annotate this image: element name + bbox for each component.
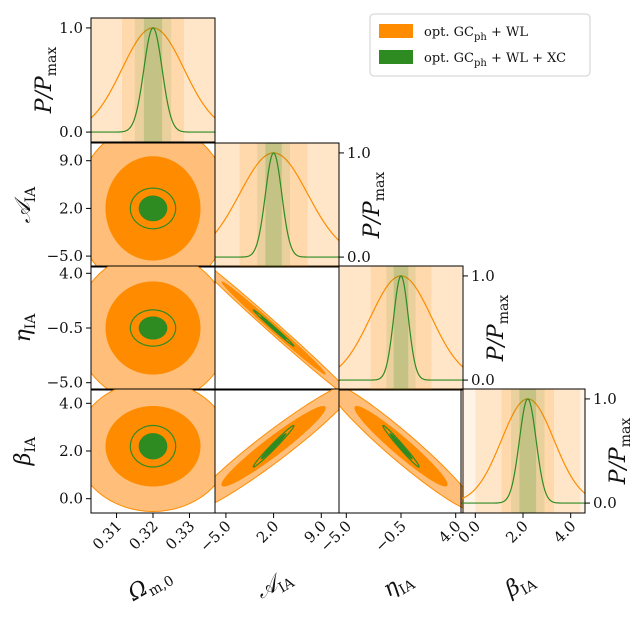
xtick-label-m-0-2: 0.33 [162, 517, 198, 553]
series-1-band-1sigma [265, 143, 282, 267]
xlabel-ia: βIA [500, 566, 540, 605]
contour-panel-ia-vs-ia [339, 389, 463, 509]
posterior-panel-ia [339, 266, 463, 390]
panel-frame [90, 17, 216, 143]
diag-ytick-label: 1.0 [593, 390, 617, 408]
diag-ytick-label: 0.0 [347, 248, 371, 266]
series-1-band-1sigma [519, 389, 537, 513]
series-1-2sigma-contour [252, 424, 295, 468]
legend-swatch-1 [379, 50, 413, 64]
contour-panel-ia-vs-ia [215, 269, 339, 390]
series-1-posterior-curve [339, 275, 463, 381]
series-1-2sigma-contour [252, 309, 295, 347]
posterior-panel-ia [461, 389, 585, 513]
contour-panel-ia-vs-m-0 [91, 266, 215, 390]
xtick-label-ia-1: 2.0 [502, 517, 532, 547]
diag-ytick-label: 0.0 [593, 494, 617, 512]
series-0-band-outer [461, 389, 585, 513]
panel-frame [214, 142, 340, 268]
xtick-label-m-0-0: 0.31 [89, 517, 125, 553]
series-0-band-2sigma [91, 18, 215, 142]
series-1-1sigma-contour [389, 433, 413, 460]
series-1-1sigma-contour [138, 316, 168, 340]
ylabel-ia: ηIA [11, 313, 39, 343]
series-0-band-1sigma [370, 266, 432, 390]
series-0-band-2sigma [340, 266, 462, 390]
diag-ytick-label: 0.0 [59, 123, 83, 141]
series-1-1sigma-contour [138, 195, 168, 222]
xtick-label-ia-2: 4.0 [550, 517, 580, 547]
series-1-band-2sigma [511, 389, 545, 513]
ylabel-ia: 𝒜IA [11, 186, 39, 223]
diag-ytick-label: 1.0 [347, 144, 371, 162]
series-1-1sigma-contour [260, 316, 287, 340]
contour-panel-ia-vs-m-0 [91, 143, 215, 267]
series-0-band-1sigma [122, 18, 184, 142]
diag-ylabel: P/Pmax [32, 47, 60, 115]
legend-swatch-0 [379, 24, 413, 38]
contour-panel-ia-vs-ia [215, 389, 339, 504]
series-1-1sigma-contour [260, 433, 287, 460]
series-1-1sigma-contour [138, 433, 168, 460]
series-1-band-2sigma [386, 266, 416, 390]
diag-ytick-label: 1.0 [59, 19, 83, 37]
xlabel-ia: ηIA [379, 566, 419, 605]
series-0-band-outer [339, 266, 463, 390]
diag-ylabel: P/Pmax [484, 295, 512, 363]
contour-panel-ia-vs-m-0 [91, 389, 215, 512]
xlabel-m-0: Ωm,0 [123, 562, 177, 609]
legend-label-1: opt. GCph + WL + XC [424, 51, 566, 69]
diag-ytick-label: 0.0 [471, 371, 495, 389]
legend: opt. GCph + WL opt. GCph + WL + XC [369, 13, 591, 77]
diag-ylabel: P/Pmax [606, 418, 634, 486]
series-1-posterior-curve [461, 398, 585, 504]
ytick-label-ia-1: 2.0 [59, 199, 83, 217]
series-1-2sigma-contour [129, 309, 177, 347]
xtick-label-ia-1: 2.0 [253, 517, 283, 547]
series-1-posterior-curve [215, 152, 339, 258]
series-1-band-1sigma [393, 266, 409, 390]
ytick-label-ia-0: −5.0 [47, 374, 83, 392]
series-0-band-outer [91, 18, 215, 142]
xtick-label-ia-1: −0.5 [371, 517, 409, 555]
legend-label-0: opt. GCph + WL [424, 25, 528, 43]
series-1-band-2sigma [257, 143, 290, 267]
xtick-label-m-0-1: 0.32 [125, 517, 161, 553]
xtick-label-ia-0: −5.0 [196, 517, 234, 555]
xlabel-ia: 𝒜IA [252, 564, 298, 607]
series-1-posterior-curve [91, 27, 215, 133]
ytick-label-ia-2: 4.0 [59, 264, 83, 282]
diag-ytick-label: 1.0 [471, 267, 495, 285]
ytick-label-ia-0: −5.0 [47, 247, 83, 265]
posterior-panel-ia [215, 143, 339, 267]
ytick-label-ia-0: 0.0 [59, 490, 83, 508]
ytick-label-ia-1: −0.5 [47, 319, 83, 337]
series-0-band-1sigma [239, 143, 308, 267]
series-1-2sigma-contour [129, 424, 177, 468]
ytick-label-ia-1: 2.0 [59, 442, 83, 460]
posterior-panel-m-0 [91, 18, 215, 142]
diag-ylabel: P/Pmax [360, 172, 388, 240]
series-0-posterior-curve [461, 398, 585, 500]
legend-frame [369, 13, 591, 77]
series-0-posterior-curve [215, 152, 339, 242]
series-1-band-2sigma [134, 18, 172, 142]
xtick-label-ia-0: 0.0 [455, 517, 485, 547]
panel-frame [338, 265, 464, 391]
series-1-2sigma-contour [129, 187, 177, 230]
ylabel-ia: βIA [11, 436, 39, 466]
ytick-label-ia-2: 9.0 [59, 152, 83, 170]
series-1-band-1sigma [143, 18, 163, 142]
series-0-band-2sigma [475, 389, 581, 513]
ytick-label-ia-2: 4.0 [59, 394, 83, 412]
series-1-2sigma-contour [382, 424, 420, 468]
